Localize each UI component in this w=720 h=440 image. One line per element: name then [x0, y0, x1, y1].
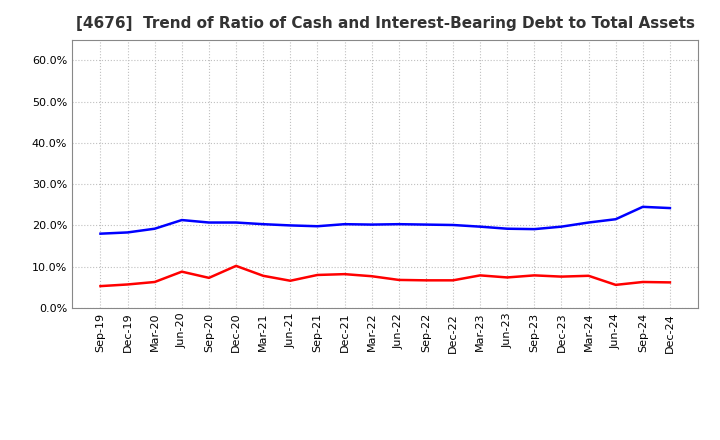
Cash [611, 282, 620, 287]
Interest-Bearing Debt [259, 221, 268, 227]
Cash [530, 273, 539, 278]
Cash [584, 273, 593, 279]
Cash [395, 277, 403, 282]
Cash [286, 278, 294, 283]
Interest-Bearing Debt [178, 217, 186, 223]
Cash [639, 279, 647, 285]
Cash [503, 275, 511, 280]
Interest-Bearing Debt [449, 222, 457, 227]
Cash [204, 275, 213, 280]
Cash [341, 271, 349, 277]
Cash [665, 280, 674, 285]
Interest-Bearing Debt [557, 224, 566, 229]
Interest-Bearing Debt [286, 223, 294, 228]
Cash [313, 272, 322, 278]
Interest-Bearing Debt [232, 220, 240, 225]
Cash [259, 273, 268, 279]
Interest-Bearing Debt [639, 204, 647, 209]
Cash [557, 274, 566, 279]
Cash [178, 269, 186, 274]
Interest-Bearing Debt [313, 224, 322, 229]
Cash [421, 278, 430, 283]
Line: Interest-Bearing Debt: Interest-Bearing Debt [101, 207, 670, 234]
Interest-Bearing Debt [150, 226, 159, 231]
Cash [232, 263, 240, 268]
Interest-Bearing Debt [611, 216, 620, 222]
Interest-Bearing Debt [584, 220, 593, 225]
Interest-Bearing Debt [341, 221, 349, 227]
Interest-Bearing Debt [476, 224, 485, 229]
Cash [449, 278, 457, 283]
Interest-Bearing Debt [530, 227, 539, 232]
Cash [367, 274, 376, 279]
Interest-Bearing Debt [96, 231, 105, 236]
Title: [4676]  Trend of Ratio of Cash and Interest-Bearing Debt to Total Assets: [4676] Trend of Ratio of Cash and Intere… [76, 16, 695, 32]
Cash [476, 273, 485, 278]
Interest-Bearing Debt [204, 220, 213, 225]
Interest-Bearing Debt [421, 222, 430, 227]
Interest-Bearing Debt [503, 226, 511, 231]
Interest-Bearing Debt [395, 221, 403, 227]
Interest-Bearing Debt [367, 222, 376, 227]
Cash [123, 282, 132, 287]
Interest-Bearing Debt [123, 230, 132, 235]
Interest-Bearing Debt [665, 205, 674, 211]
Line: Cash: Cash [101, 266, 670, 286]
Cash [96, 283, 105, 289]
Cash [150, 279, 159, 285]
